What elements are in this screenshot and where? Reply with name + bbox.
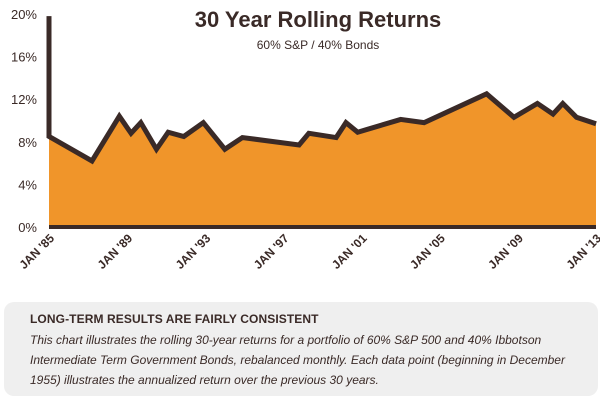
chart-title: 30 Year Rolling Returns <box>195 7 442 32</box>
chart-subtitle: 60% S&P / 40% Bonds <box>257 38 380 52</box>
y-tick-label: 4% <box>18 177 37 192</box>
y-tick-label: 16% <box>11 50 37 65</box>
x-tick-label: JAN '13 <box>563 231 600 272</box>
series-area-fill <box>49 93 596 227</box>
y-tick-label: 0% <box>18 220 37 235</box>
description-text: This chart illustrates the rolling 30-ye… <box>30 333 565 387</box>
x-tick-label: JAN '05 <box>407 231 448 272</box>
x-tick-label: JAN '97 <box>251 231 292 272</box>
x-tick-label: JAN '01 <box>329 231 370 272</box>
description-heading: LONG-TERM RESULTS ARE FAIRLY CONSISTENT <box>30 312 319 326</box>
series-line <box>46 16 597 165</box>
x-tick-label: JAN '09 <box>485 231 526 272</box>
chart: 30 Year Rolling Returns 60% S&P / 40% Bo… <box>11 7 600 272</box>
plot-area <box>46 16 597 229</box>
x-tick-label: JAN '93 <box>173 231 214 272</box>
x-axis-ticks: JAN '85 JAN '89 JAN '93 JAN '97 JAN '01 JAN '… <box>16 231 600 272</box>
x-tick-label: JAN '85 <box>16 231 57 272</box>
y-tick-label: 12% <box>11 92 37 107</box>
x-tick-label: JAN '89 <box>95 231 136 272</box>
chart-canvas: 30 Year Rolling Returns 60% S&P / 40% Bo… <box>11 7 600 272</box>
description-panel: LONG-TERM RESULTS ARE FAIRLY CONSISTENT … <box>4 302 598 396</box>
y-tick-label: 8% <box>18 135 37 150</box>
y-axis-ticks: 0% 4% 8% 12% 16% 20% <box>11 7 37 235</box>
y-tick-label: 20% <box>11 7 37 22</box>
